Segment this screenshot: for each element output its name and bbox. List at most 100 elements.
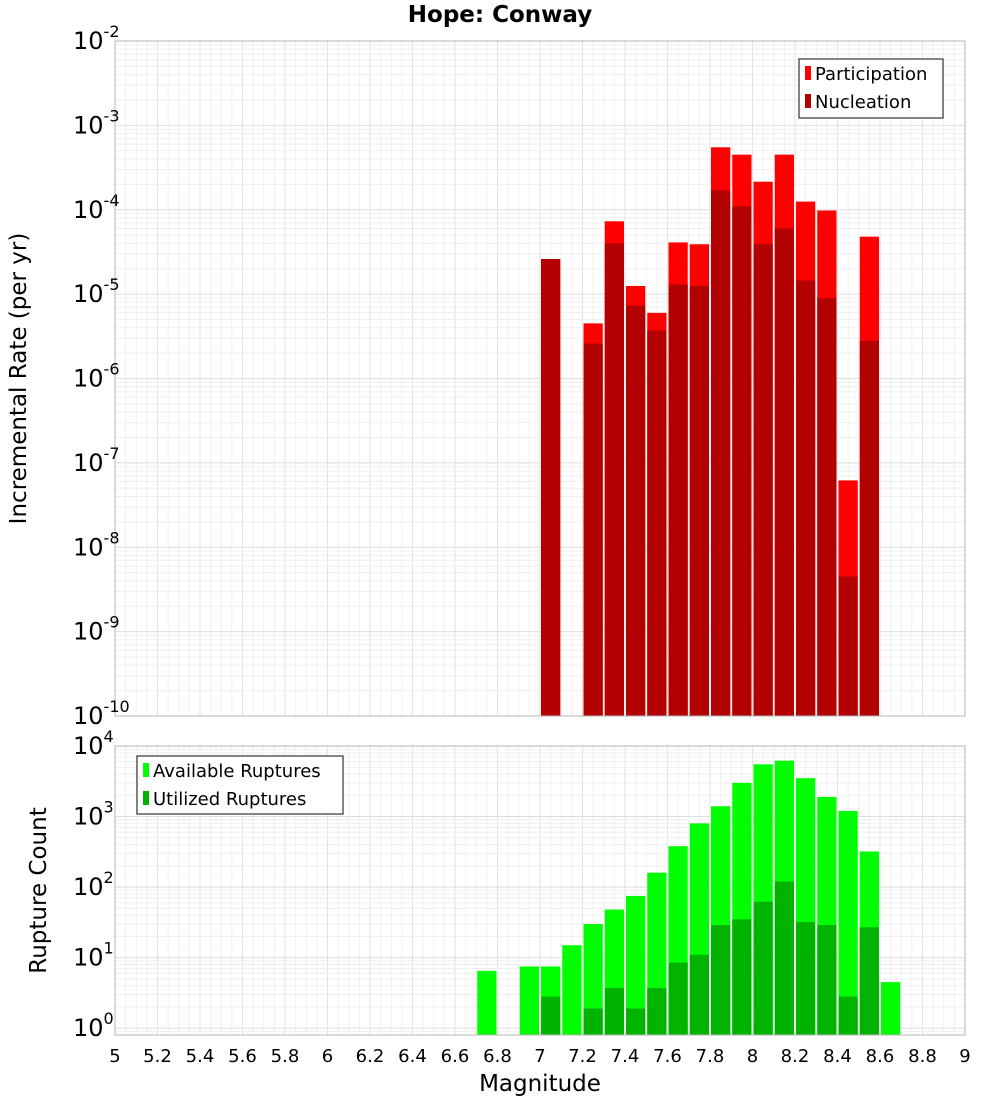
x-tick-label: 8.2 xyxy=(781,1046,810,1067)
bar xyxy=(838,576,858,716)
bar xyxy=(583,1008,603,1035)
bar xyxy=(583,343,603,716)
bar xyxy=(774,881,794,1035)
x-tick-label: 7.6 xyxy=(653,1046,682,1067)
y-tick-label: 10-5 xyxy=(73,275,120,308)
y-tick-label: 100 xyxy=(73,1009,114,1042)
legend-label: Utilized Ruptures xyxy=(153,789,306,810)
x-tick-label: 6.4 xyxy=(398,1046,427,1067)
y-axis-title: Incremental Rate (per yr) xyxy=(6,233,32,525)
x-tick-label: 8.8 xyxy=(908,1046,937,1067)
bar xyxy=(711,925,731,1035)
y-tick-label: 10-4 xyxy=(73,191,120,224)
y-tick-label: 10-2 xyxy=(73,22,120,55)
y-tick-label: 10-10 xyxy=(73,697,130,730)
bar xyxy=(541,259,561,716)
bar xyxy=(583,923,603,1035)
x-tick-label: 7 xyxy=(534,1046,545,1067)
y-tick-label: 104 xyxy=(73,727,114,760)
bar xyxy=(838,810,858,1035)
bar xyxy=(604,243,624,717)
x-tick-label: 5.8 xyxy=(271,1046,300,1067)
x-axis-ticks: 5 5.2 5.4 5.6 5.8 6 6.2 6.4 6.6 6.8 7 7.2 7.4 7.6 7.8 8… xyxy=(109,1046,970,1067)
legend-label: Participation xyxy=(815,64,927,85)
plot-frame-1 xyxy=(114,40,966,717)
x-tick-label: 6 xyxy=(322,1046,333,1067)
bar xyxy=(647,330,667,716)
plot-frame-2 xyxy=(114,745,966,1036)
bar xyxy=(647,988,667,1035)
y-tick-label: 102 xyxy=(73,868,114,901)
bar xyxy=(753,901,773,1035)
bar xyxy=(626,1008,646,1035)
legend-label: Available Ruptures xyxy=(153,761,321,782)
x-tick-label: 5 xyxy=(109,1046,120,1067)
x-tick-label: 7.8 xyxy=(696,1046,725,1067)
y-axis-ticks-panel-1: 10-10 10-9 10-8 10-7 10-6 10-5 10-4 10-3 10-2 xyxy=(73,22,130,730)
bar xyxy=(859,340,879,716)
x-axis-title: Magnitude xyxy=(479,1071,601,1097)
bar xyxy=(562,945,582,1035)
y-tick-label: 10-7 xyxy=(73,444,120,477)
x-tick-label: 5.6 xyxy=(228,1046,257,1067)
bar xyxy=(859,927,879,1035)
bar xyxy=(774,228,794,716)
legend-panel-2: Available Ruptures Utilized Ruptures xyxy=(136,755,344,815)
bar xyxy=(796,921,816,1035)
bar xyxy=(796,280,816,716)
bar xyxy=(881,982,901,1035)
chart-title: Hope: Conway xyxy=(407,2,593,28)
bar xyxy=(626,895,646,1035)
x-tick-label: 5.2 xyxy=(143,1046,172,1067)
x-tick-label: 8.6 xyxy=(866,1046,895,1067)
series-nucleation xyxy=(541,190,879,717)
legend-swatch xyxy=(805,66,811,80)
bar xyxy=(689,954,709,1035)
x-tick-label: 8 xyxy=(747,1046,758,1067)
x-tick-label: 9 xyxy=(959,1046,970,1067)
x-tick-label: 7.2 xyxy=(568,1046,597,1067)
bar xyxy=(732,206,752,716)
bar xyxy=(626,305,646,716)
y-tick-label: 101 xyxy=(73,939,114,972)
bar xyxy=(541,996,561,1035)
y-axis-ticks-panel-2: 100 101 102 103 104 xyxy=(73,727,114,1042)
bar xyxy=(817,297,837,716)
y-tick-label: 10-8 xyxy=(73,528,120,561)
legend-box xyxy=(136,755,344,815)
x-tick-label: 6.2 xyxy=(356,1046,385,1067)
x-tick-label: 7.4 xyxy=(611,1046,640,1067)
bars-panel-1 xyxy=(541,147,879,717)
x-tick-label: 5.4 xyxy=(186,1046,215,1067)
bar xyxy=(668,284,688,716)
bar xyxy=(711,190,731,716)
x-tick-label: 6.8 xyxy=(483,1046,512,1067)
bar xyxy=(753,244,773,717)
grid-panel-1 xyxy=(114,40,966,717)
series-utilized-ruptures xyxy=(541,881,879,1035)
y-tick-label: 103 xyxy=(73,798,114,831)
legend-swatch xyxy=(143,791,149,805)
y-tick-label: 10-6 xyxy=(73,360,120,393)
bar xyxy=(668,962,688,1035)
bar xyxy=(817,925,837,1035)
bar xyxy=(519,966,539,1035)
y-tick-label: 10-9 xyxy=(73,613,120,646)
legend-panel-1: Participation Nucleation xyxy=(798,58,944,119)
legend-label: Nucleation xyxy=(815,92,911,113)
bar xyxy=(732,919,752,1035)
legend-swatch xyxy=(805,94,811,108)
bar xyxy=(477,970,497,1035)
bar xyxy=(689,285,709,716)
legend-swatch xyxy=(143,763,149,777)
x-tick-label: 8.4 xyxy=(823,1046,852,1067)
y-tick-label: 10-3 xyxy=(73,106,120,139)
x-tick-label: 6.6 xyxy=(441,1046,470,1067)
legend-box xyxy=(798,58,944,119)
bar xyxy=(604,988,624,1035)
y-axis-title: Rupture Count xyxy=(26,807,52,973)
bar xyxy=(838,996,858,1035)
bars-panel-2 xyxy=(477,760,901,1035)
